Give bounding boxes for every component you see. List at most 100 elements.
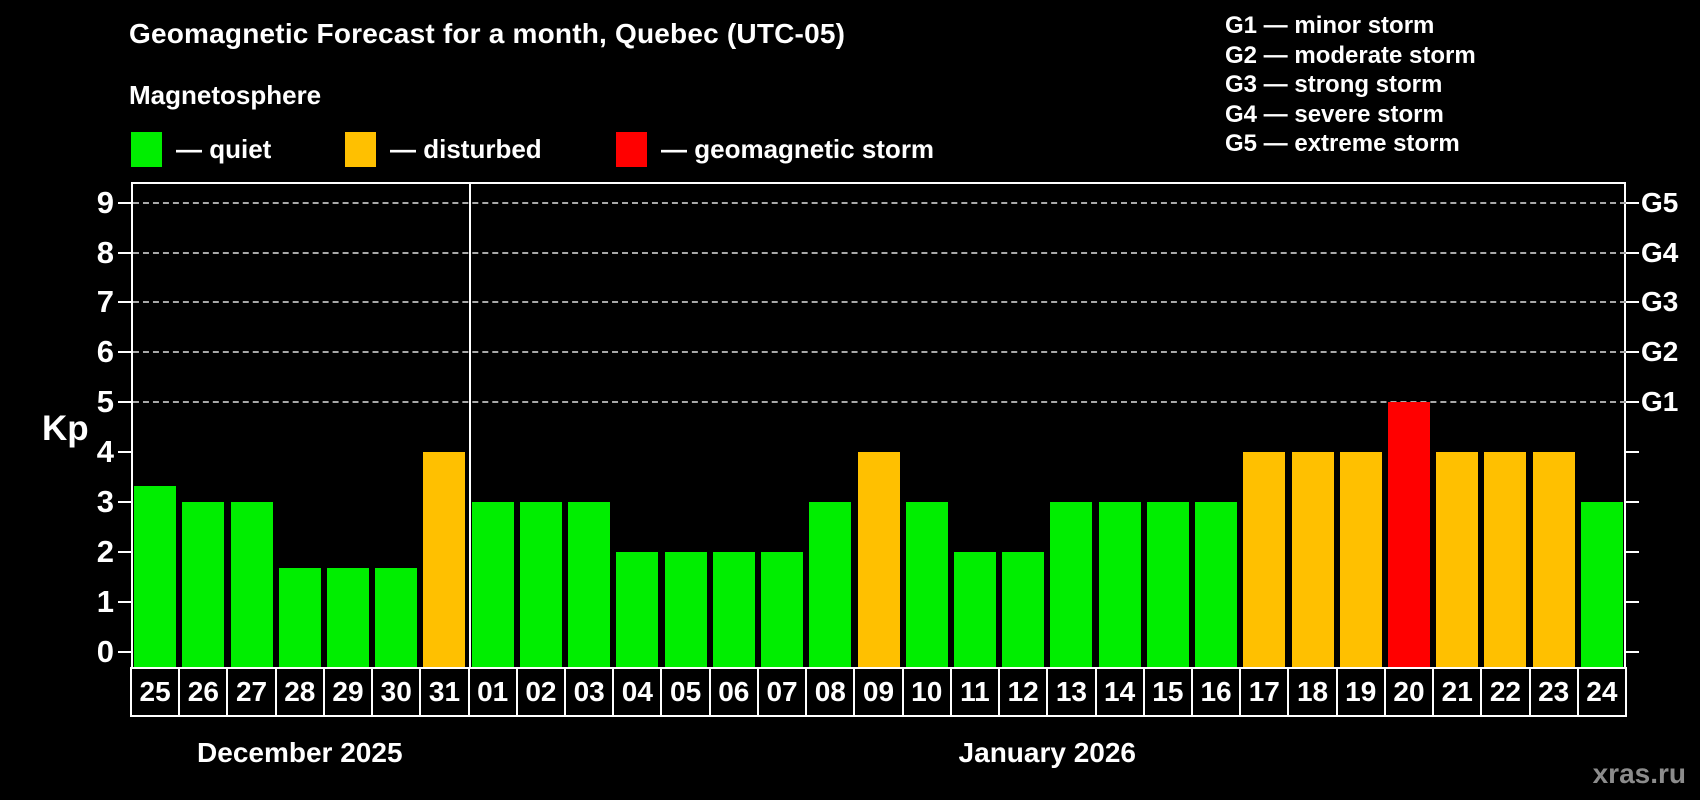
kp-bar-13 [1050,502,1093,669]
y-tick-label: 2 [96,533,114,569]
y-tick-label: 7 [96,284,114,320]
date-cell-23: 23 [1528,667,1579,717]
right-axis-tick [1626,600,1639,603]
kp-bar-01 [471,502,514,669]
month-label: December 2025 [197,737,403,768]
g-level-label-g3: G3 [1641,286,1679,318]
legend-item-quiet: — quiet [131,131,271,167]
month-label: January 2026 [958,737,1137,768]
watermark: xras.ru [1592,758,1686,789]
kp-bar-15 [1146,502,1189,669]
y-tick-label: 5 [96,384,114,420]
grid-line-kp8 [133,251,1626,254]
date-cell-22: 22 [1480,667,1531,717]
kp-bar-04 [616,551,659,669]
date-cell-12: 12 [998,667,1049,717]
kp-bar-05 [664,551,707,669]
plot-area [131,182,1626,671]
g-level-label-g2: G2 [1641,336,1679,368]
chart-subtitle: Magnetosphere [129,80,322,110]
kp-bar-21 [1436,452,1479,669]
g-legend-line: G3 — strong storm [1225,71,1443,98]
legend-swatch-disturbed [345,131,376,167]
g-level-label-g5: G5 [1641,186,1679,218]
kp-bar-09 [857,452,900,669]
kp-bar-11 [953,551,996,669]
y-tick-label: 0 [96,633,114,669]
grid-line-kp5 [133,401,1626,404]
y-axis-tick [118,650,131,653]
kp-bar-14 [1098,502,1141,669]
kp-bar-06 [712,551,755,669]
chart-title: Geomagnetic Forecast for a month, Quebec… [129,18,846,49]
date-cell-16: 16 [1190,667,1242,717]
kp-bar-20 [1387,402,1430,669]
y-tick-label: 9 [96,184,114,220]
kp-bar-03 [568,502,611,669]
y-axis-tick [118,351,131,354]
date-cell-06: 06 [708,667,759,717]
month-separator [468,184,471,671]
date-cell-01: 01 [467,667,518,717]
kp-bar-19 [1339,452,1382,669]
date-cell-31: 31 [419,667,470,717]
date-cell-03: 03 [564,667,615,717]
date-cell-25: 25 [130,667,181,717]
date-cell-19: 19 [1335,667,1386,717]
y-tick-label: 1 [96,583,114,619]
date-cell-18: 18 [1287,667,1338,717]
kp-bar-26 [182,502,225,669]
date-cell-15: 15 [1142,667,1193,717]
grid-line-kp9 [133,201,1626,204]
y-axis-tick [118,550,131,553]
legend-label-disturbed: — disturbed [390,133,542,164]
kp-bar-02 [519,502,562,669]
legend-label-quiet: — quiet [176,133,272,164]
y-tick-label: 6 [96,334,114,370]
date-cell-17: 17 [1239,667,1290,717]
date-cell-08: 08 [805,667,856,717]
date-cell-02: 02 [515,667,567,717]
legend-item-storm: — geomagnetic storm [616,131,934,167]
kp-bar-22 [1484,452,1527,669]
date-cell-14: 14 [1094,667,1145,717]
kp-bar-28 [278,568,321,669]
right-axis-tick [1626,451,1639,454]
date-cell-07: 07 [756,667,808,717]
date-cell-27: 27 [226,667,277,717]
y-axis-tick [118,501,131,503]
date-cell-11: 11 [949,667,1001,717]
g-legend-line: G1 — minor storm [1225,12,1435,39]
right-axis-tick [1626,550,1639,553]
right-axis-tick [1626,650,1639,653]
y-axis-tick [118,600,131,603]
legend-item-disturbed: — disturbed [345,131,542,167]
right-axis-tick [1626,301,1639,304]
date-cell-30: 30 [371,667,422,717]
right-axis-tick [1626,351,1639,354]
y-axis-tick [118,451,131,454]
kp-bar-10 [905,502,948,669]
y-axis-tick [118,301,131,304]
y-axis-tick [118,251,131,254]
g-scale-legend: G1 — minor storm G2 — moderate storm G3 — … [1225,11,1476,159]
legend-swatch-quiet [131,131,162,167]
date-cell-20: 20 [1383,667,1435,717]
kp-bar-27 [230,502,273,669]
g-legend-line: G4 — severe storm [1225,100,1444,128]
kp-bar-17 [1243,452,1286,669]
date-cell-05: 05 [660,667,711,717]
date-cell-21: 21 [1432,667,1483,717]
y-tick-label: 3 [96,484,114,519]
g-level-label-g4: G4 [1641,236,1679,268]
kp-bar-08 [809,502,852,669]
kp-bar-12 [1002,551,1045,669]
date-cell-24: 24 [1576,667,1627,717]
date-cell-13: 13 [1046,667,1097,717]
right-axis-tick [1626,401,1639,404]
grid-line-kp6 [133,351,1626,354]
kp-bar-18 [1291,452,1334,669]
kp-bar-29 [327,568,370,669]
y-tick-label: 8 [96,234,114,270]
